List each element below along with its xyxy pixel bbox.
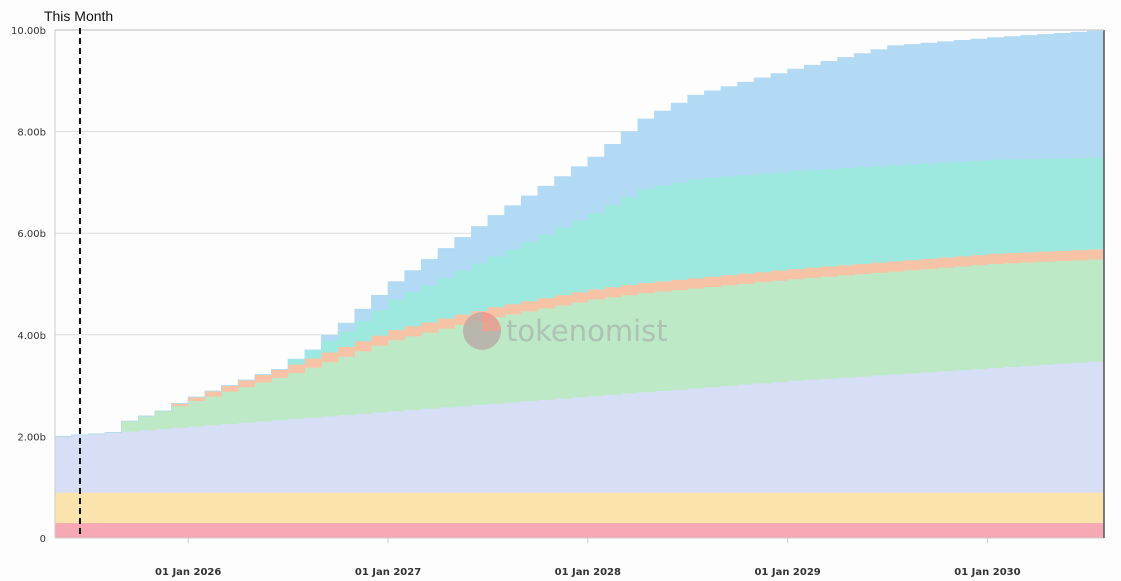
y-tick-label: 2.00b [17,432,46,443]
y-tick-label: 4.00b [17,331,46,342]
current-month-marker: This Month [44,8,113,538]
x-tick-label: 01 Jan 2026 [155,567,221,578]
x-tick-label: 01 Jan 2027 [355,567,421,578]
y-tick-label: 10.00b [11,26,46,37]
area-series-2 [54,492,1105,524]
y-tick-label: 6.00b [17,229,46,240]
x-axis-labels: 01 Jan 2026 01 Jan 2027 01 Jan 2028 01 Jan … [155,538,1021,578]
watermark-logo-accent-icon [482,312,501,331]
y-tick-label: 8.00b [17,128,46,139]
watermark-text: tokenomist [506,314,668,348]
x-tick-label: 01 Jan 2029 [754,567,820,578]
watermark: tokenomist [463,312,668,350]
x-tick-label: 01 Jan 2028 [555,567,621,578]
axes [54,29,1105,539]
y-tick-label: 0 [40,534,46,545]
area-series-1 [54,522,1105,539]
y-axis-labels: 0 2.00b 4.00b 6.00b 8.00b 10.00b [11,26,46,545]
stacked-areas [54,30,1105,539]
this-month-label: This Month [44,8,113,24]
x-tick-label: 01 Jan 2030 [954,567,1020,578]
